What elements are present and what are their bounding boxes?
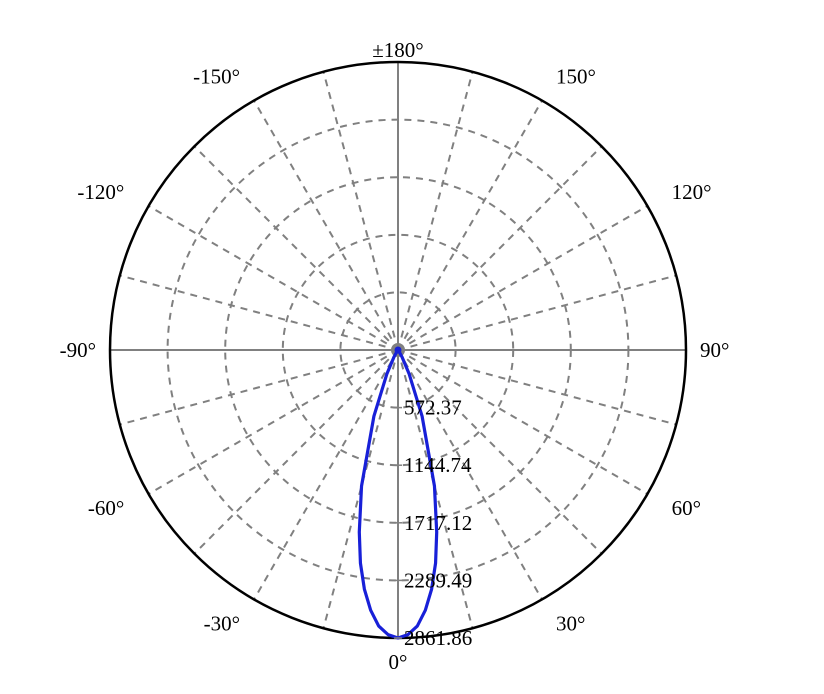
series-origin-dot	[395, 347, 402, 354]
radial-tick-label: 1717.12	[404, 511, 472, 535]
angle-label: -90°	[60, 338, 96, 362]
grid-spoke	[398, 146, 602, 350]
angle-label: ±180°	[372, 38, 423, 62]
angle-label: 150°	[556, 64, 596, 88]
angle-label: 90°	[700, 338, 729, 362]
angle-label: 0°	[389, 650, 408, 674]
angle-label: 120°	[672, 180, 712, 204]
angle-label: -150°	[193, 64, 240, 88]
radial-tick-label: 2289.49	[404, 568, 472, 592]
angle-label: -60°	[88, 496, 124, 520]
angle-label: -30°	[204, 612, 240, 636]
grid-spoke	[149, 206, 398, 350]
grid-spoke	[194, 146, 398, 350]
grid-spoke	[149, 350, 398, 494]
polar-chart: 572.37 1144.74 1717.12 2289.49 2861.86 0° 30°…	[0, 0, 824, 694]
radial-labels: 572.37 1144.74 1717.12 2289.49 2861.86	[394, 396, 472, 650]
grid-spoke	[398, 206, 647, 350]
grid-spoke	[120, 350, 398, 425]
angle-label: 60°	[672, 496, 701, 520]
grid-spoke	[254, 101, 398, 350]
radial-tick-label: 1144.74	[404, 453, 472, 477]
angle-label: 30°	[556, 612, 585, 636]
grid-spoke	[398, 275, 676, 350]
grid-spoke	[323, 72, 398, 350]
angle-label: -120°	[77, 180, 124, 204]
grid-spoke	[398, 101, 542, 350]
grid-spoke	[398, 72, 473, 350]
grid-spoke	[120, 275, 398, 350]
radial-tick-label: 572.37	[404, 396, 462, 420]
radial-tick-label: 2861.86	[404, 626, 472, 650]
grid-spoke	[254, 350, 398, 599]
